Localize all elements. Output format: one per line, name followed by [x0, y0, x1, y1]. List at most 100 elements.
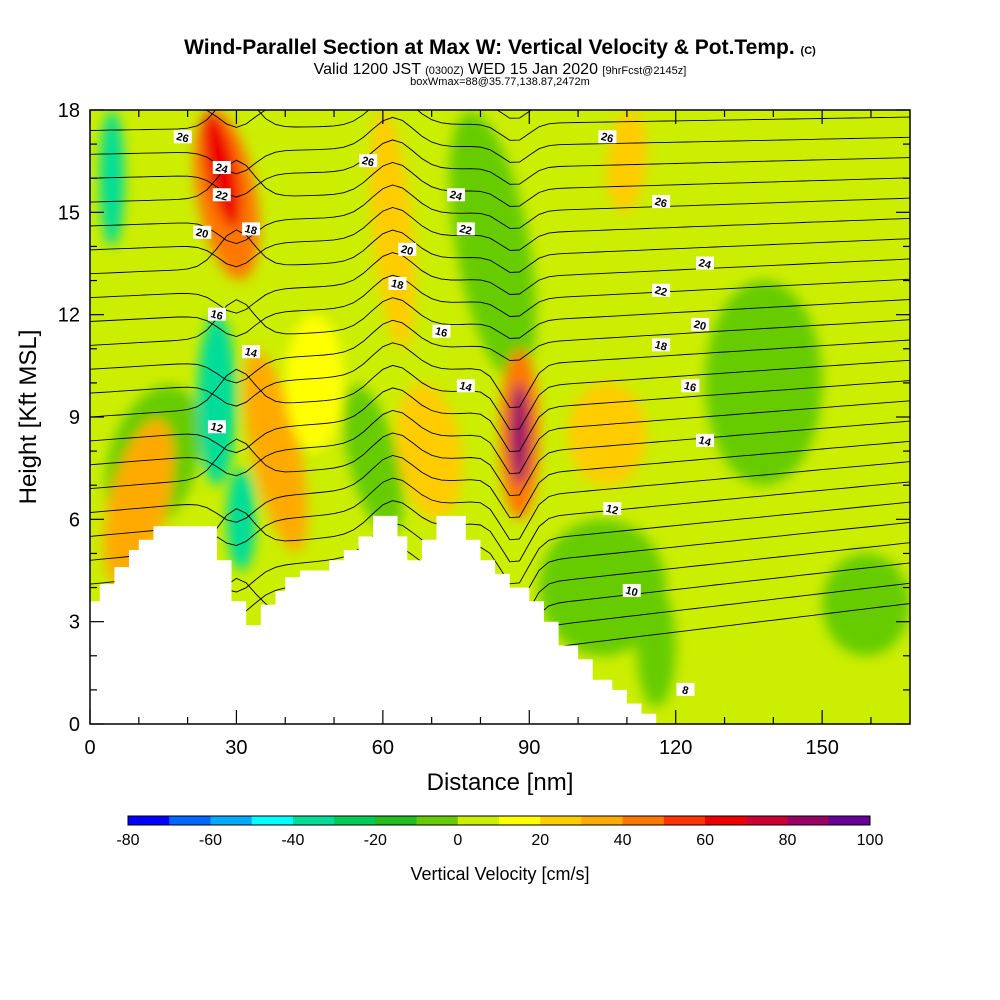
colorbar-swatch — [169, 816, 211, 825]
isentrope-label: 12 — [207, 420, 226, 436]
svg-text:26: 26 — [600, 131, 615, 146]
colorbar-tick-label: -20 — [364, 832, 387, 849]
svg-text:26: 26 — [653, 196, 668, 211]
x-axis: 0 30 60 90 120 150 — [84, 110, 872, 759]
isentrope-label: 26 — [598, 130, 617, 146]
x-tick-label: 60 — [372, 737, 394, 759]
colorbar-frame — [127, 815, 871, 826]
colorbar-swatch — [746, 816, 789, 825]
isentrope-label: 26 — [652, 195, 671, 211]
isentrope-label: 16 — [681, 379, 700, 395]
isentrope-line — [90, 184, 910, 244]
isentrope-line — [204, 110, 533, 128]
colorbar-tick-label: 100 — [857, 832, 884, 849]
colorbar-swatch — [705, 816, 747, 825]
colorbar-swatch — [828, 816, 871, 825]
colorbar-swatch — [457, 816, 500, 825]
isentrope-label: 8 — [676, 682, 695, 697]
colorbar-swatch — [540, 816, 582, 825]
svg-text:12: 12 — [605, 503, 620, 518]
svg-text:14: 14 — [697, 434, 713, 449]
svg-text:26: 26 — [175, 131, 190, 146]
isentrope-label: 18 — [652, 338, 671, 354]
velocity-band — [636, 587, 676, 707]
svg-text:18: 18 — [243, 223, 258, 238]
isentrope-label: 14 — [696, 433, 714, 449]
colorbar: -80 -60 -40 -20 0 20 40 60 80 100 — [116, 815, 884, 849]
colorbar-swatch — [622, 816, 665, 825]
isentrope-label: 22 — [456, 222, 475, 238]
svg-text:16: 16 — [683, 380, 698, 395]
isentrope-label: 18 — [242, 222, 261, 238]
velocity-band — [343, 384, 404, 535]
y-axis: 0 3 6 9 12 15 18 — [58, 100, 910, 736]
svg-text:20: 20 — [400, 243, 415, 258]
y-axis-label: Height [Kft MSL] — [15, 330, 42, 505]
isentrope-label: 26 — [173, 130, 192, 146]
colorbar-tick-label: -80 — [116, 832, 139, 849]
isentrope-line — [90, 297, 910, 346]
velocity-band — [822, 553, 910, 656]
svg-text:22: 22 — [653, 284, 668, 299]
velocity-band — [705, 280, 823, 486]
isentrope-label: 24 — [212, 160, 231, 177]
y-tick-label: 6 — [69, 509, 80, 531]
colorbar-swatch — [292, 816, 335, 825]
svg-text:16: 16 — [209, 308, 224, 323]
isentrope-label: 22 — [652, 283, 671, 299]
isentrope-label: 22 — [212, 188, 231, 204]
velocity-band — [197, 314, 237, 486]
colorbar-tick-label: -60 — [199, 832, 222, 849]
isentrope-line — [90, 252, 910, 314]
isentrope-line — [90, 359, 910, 431]
colorbar-tick-label: 20 — [531, 832, 549, 849]
isentrope-line — [90, 207, 910, 268]
y-tick-label: 15 — [58, 202, 80, 224]
y-tick-label: 9 — [69, 407, 80, 429]
chart-subtitle: Valid 1200 JST (0300Z) WED 15 Jan 2020 [… — [313, 61, 687, 78]
velocity-band — [539, 519, 666, 656]
svg-text:24: 24 — [448, 189, 464, 204]
isentrope-line — [90, 229, 910, 275]
y-tick-label: 12 — [58, 305, 80, 327]
svg-text:22: 22 — [458, 223, 473, 238]
isentrope-line — [90, 481, 910, 563]
velocity-band — [285, 314, 344, 452]
svg-text:24: 24 — [214, 162, 230, 177]
velocity-band — [103, 419, 174, 586]
isentrope-label: 20 — [193, 225, 212, 241]
chart-title: Wind-Parallel Section at Max W: Vertical… — [184, 36, 816, 59]
y-tick-label: 0 — [69, 714, 80, 736]
isentrope-line — [90, 420, 910, 497]
colorbar-tick-label: 80 — [779, 832, 797, 849]
isentrope-label: 10 — [622, 583, 641, 599]
isentrope-label: 14 — [242, 345, 261, 361]
y-tick-label: 3 — [69, 612, 80, 634]
svg-text:8: 8 — [681, 684, 690, 697]
isentrope-label: 16 — [432, 324, 451, 340]
colorbar-tick-label: 60 — [696, 832, 714, 849]
colorbar-swatch — [375, 816, 418, 825]
colorbar-swatch — [787, 816, 830, 825]
isentrope-line — [90, 380, 910, 454]
isentrope-line — [90, 110, 910, 141]
colorbar-swatch — [334, 816, 376, 825]
contour-labels: 26 24 22 20 18 16 14 12 26 24 22 20 18 16 14 26 26 24 22 20… — [173, 130, 714, 697]
svg-text:22: 22 — [214, 189, 229, 204]
colorbar-swatch — [416, 816, 459, 825]
svg-text:16: 16 — [434, 325, 449, 340]
velocity-band — [243, 350, 308, 552]
isentrope-label: 16 — [207, 307, 226, 323]
x-tick-label: 150 — [805, 737, 838, 759]
svg-text:26: 26 — [360, 155, 375, 170]
svg-text:20: 20 — [692, 318, 707, 333]
colorbar-tick-label: -40 — [281, 832, 304, 849]
isentrope-line — [90, 339, 910, 409]
colorbar-swatch — [499, 816, 541, 825]
isentrope-label: 24 — [696, 256, 714, 272]
colorbar-swatch — [210, 816, 253, 825]
isentrope-line — [90, 440, 910, 523]
chart-box-info: boxWmax=88@35.77,138.87,2472m — [410, 76, 590, 88]
colorbar-swatch — [581, 816, 624, 825]
colorbar-tick-label: 40 — [614, 832, 632, 849]
